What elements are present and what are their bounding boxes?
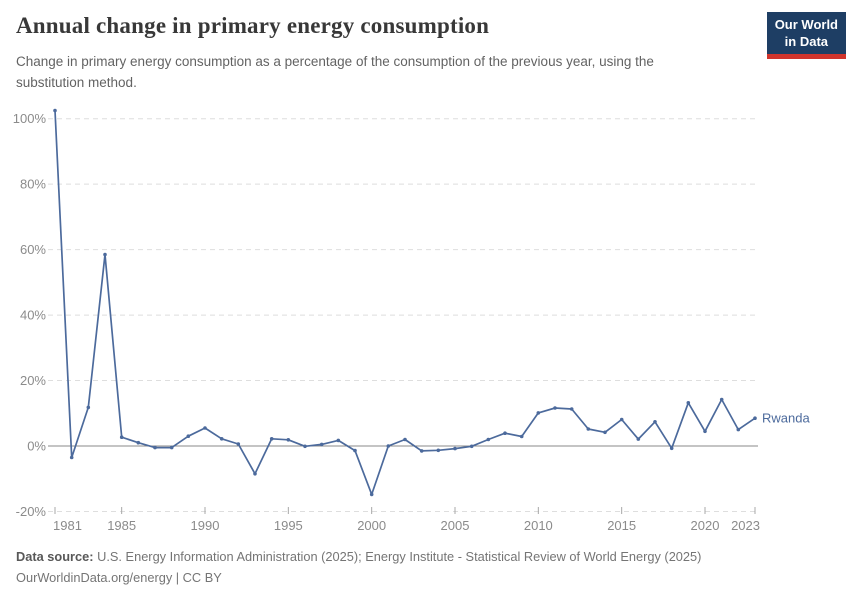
data-point[interactable]	[86, 405, 91, 410]
chart-subtitle: Change in primary energy consumption as …	[16, 52, 654, 94]
data-point[interactable]	[136, 440, 141, 445]
data-point[interactable]	[586, 427, 591, 431]
data-point[interactable]	[636, 437, 641, 441]
data-point[interactable]	[303, 444, 307, 449]
y-axis-label: -20%	[16, 504, 47, 519]
data-point[interactable]	[69, 455, 74, 460]
y-axis-label: 20%	[20, 373, 46, 388]
x-axis-label: 1995	[274, 518, 303, 533]
owid-energy-link[interactable]: OurWorldinData.org/energy | CC BY	[16, 570, 222, 585]
data-point[interactable]	[569, 407, 574, 411]
x-axis-label: 2010	[524, 518, 553, 533]
energy-line-chart: -20% 0% 20% 40% 60% 80% 100% 1981 1985 1990 1995 20…	[13, 108, 810, 533]
data-point[interactable]	[436, 448, 441, 453]
data-point[interactable]	[153, 445, 157, 450]
data-point[interactable]	[453, 446, 457, 451]
data-point[interactable]	[536, 411, 541, 415]
credit-line[interactable]: OurWorldinData.org/energy | CC BY	[16, 567, 701, 588]
y-axis-label: 40%	[20, 308, 46, 323]
data-point[interactable]	[336, 438, 341, 443]
owid-logo-line2: in Data	[784, 33, 829, 49]
data-point[interactable]	[236, 442, 241, 446]
data-point[interactable]	[486, 437, 491, 442]
data-point[interactable]	[469, 444, 474, 449]
data-point[interactable]	[53, 108, 57, 113]
data-point[interactable]	[403, 437, 407, 442]
data-point[interactable]	[219, 437, 224, 441]
data-point[interactable]	[753, 416, 757, 421]
x-axis-label: 1990	[191, 518, 220, 533]
data-source-text: U.S. Energy Information Administration (…	[97, 549, 702, 564]
rwanda-line[interactable]	[54, 109, 756, 496]
subtitle-line-1: Change in primary energy consumption as …	[16, 54, 654, 69]
data-point[interactable]	[103, 252, 107, 257]
chart-footer: Data source: U.S. Energy Information Adm…	[16, 546, 701, 588]
data-point[interactable]	[369, 492, 374, 497]
data-point[interactable]	[186, 434, 191, 439]
data-point[interactable]	[519, 434, 524, 439]
data-point[interactable]	[503, 431, 507, 436]
x-axis-label: 2000	[357, 518, 386, 533]
data-point[interactable]	[603, 430, 607, 435]
data-point[interactable]	[319, 442, 324, 447]
x-axis-label: 2015	[607, 518, 636, 533]
page-title: Annual change in primary energy consumpt…	[16, 13, 490, 38]
data-point[interactable]	[203, 426, 207, 430]
x-axis-label: 2020	[691, 518, 720, 533]
y-axis-label: 100%	[13, 111, 47, 126]
data-point[interactable]	[286, 438, 291, 442]
x-axis-label: 2005	[441, 518, 470, 533]
series-end-label: Rwanda	[762, 411, 810, 426]
data-point[interactable]	[419, 449, 424, 453]
data-point[interactable]	[169, 445, 174, 450]
data-point[interactable]	[703, 429, 707, 434]
data-point[interactable]	[619, 417, 624, 422]
y-axis-label: 80%	[20, 177, 46, 192]
owid-logo-line1: Our World	[774, 17, 838, 32]
subtitle-line-2: substitution method.	[16, 74, 137, 90]
data-source-label: Data source:	[16, 549, 94, 564]
data-point[interactable]	[386, 444, 391, 448]
data-point[interactable]	[736, 427, 741, 432]
data-source-line: Data source: U.S. Energy Information Adm…	[16, 546, 701, 567]
data-point[interactable]	[269, 437, 274, 441]
owid-logo[interactable]: Our World in Data	[766, 12, 846, 60]
data-point[interactable]	[119, 435, 124, 440]
x-axis-label: 1985	[107, 518, 136, 533]
data-point[interactable]	[553, 406, 557, 410]
x-axis-label: 2023	[731, 518, 760, 533]
data-point[interactable]	[353, 448, 357, 453]
data-point[interactable]	[253, 472, 257, 476]
data-point[interactable]	[653, 420, 657, 424]
y-axis-label: 0%	[27, 439, 46, 454]
data-point[interactable]	[686, 401, 691, 405]
x-axis-label: 1981	[53, 518, 82, 533]
data-point[interactable]	[669, 446, 674, 451]
y-axis-label: 60%	[20, 242, 46, 257]
data-point[interactable]	[719, 397, 724, 402]
